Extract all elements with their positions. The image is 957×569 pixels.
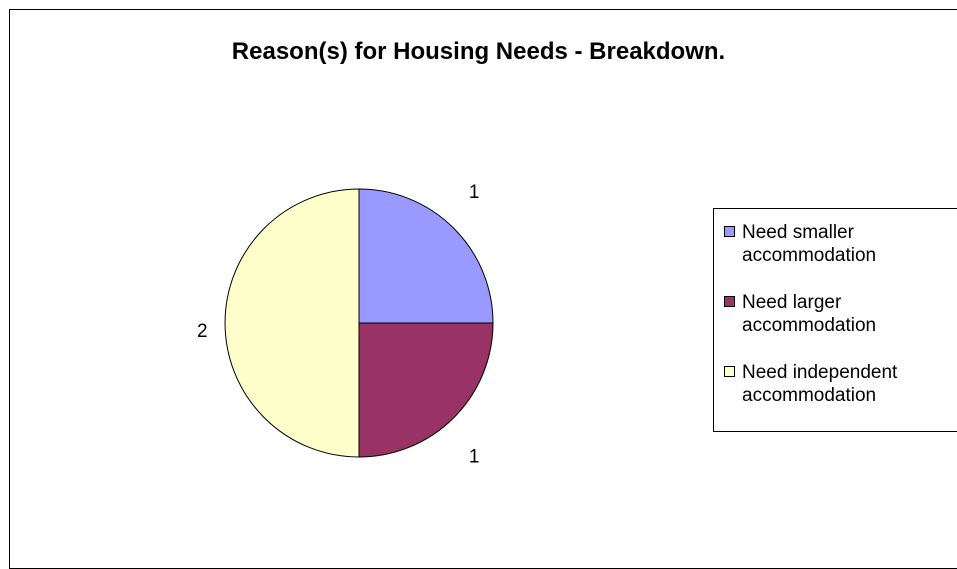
legend-label-independent: Need independent accommodation — [742, 362, 898, 406]
data-label-larger: 1 — [469, 446, 480, 467]
legend-swatch-smaller — [724, 226, 735, 237]
data-label-smaller: 1 — [469, 182, 480, 203]
pie-slice-independent — [224, 188, 360, 458]
pie-slice-larger — [358, 322, 494, 458]
pie-chart: 1 1 2 — [197, 182, 494, 467]
legend-label-smaller: Need smaller accommodation — [742, 222, 877, 266]
pie-slice-smaller — [358, 188, 494, 324]
legend-swatch-larger — [724, 296, 735, 307]
data-label-independent: 2 — [197, 321, 208, 342]
chart-legend: Need smaller accommodation Need larger a… — [713, 208, 957, 432]
legend-label-larger: Need larger accommodation — [742, 292, 877, 336]
legend-swatch-independent — [724, 366, 735, 377]
chart-title: Reason(s) for Housing Needs - Breakdown. — [231, 38, 726, 65]
